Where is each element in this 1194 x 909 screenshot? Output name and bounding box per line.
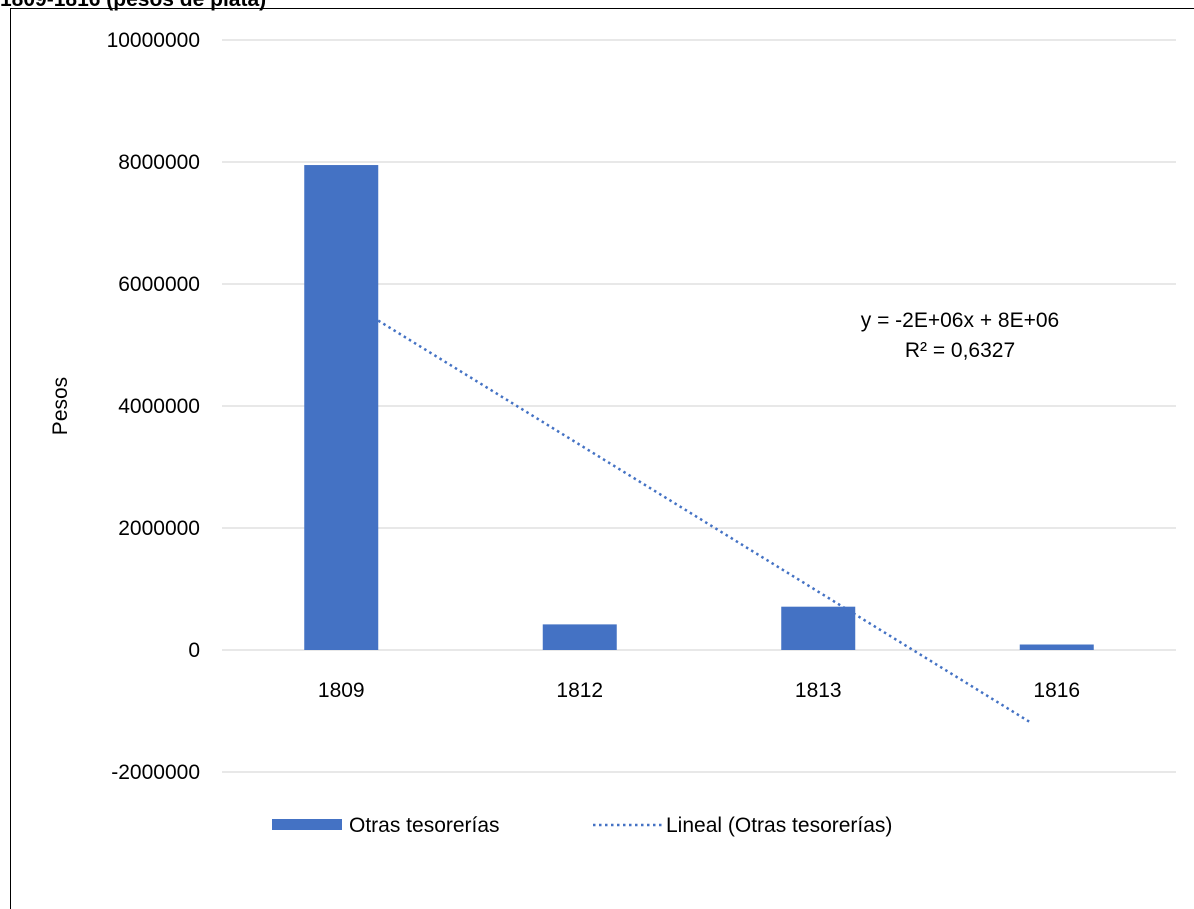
legend-label-series: Otras tesorerías xyxy=(349,814,500,837)
y-axis-label: Pesos xyxy=(49,377,72,435)
trendline-equation: y = -2E+06x + 8E+06 xyxy=(861,309,1059,332)
trendline-r2: R² = 0,6327 xyxy=(905,339,1015,362)
y-tick-label: 8000000 xyxy=(118,151,200,174)
trendline-group: y = -2E+06x + 8E+06 R² = 0,6327 xyxy=(377,309,1059,725)
gridlines xyxy=(222,39,1176,773)
x-tick-label: 1816 xyxy=(1033,679,1080,702)
x-tick-label: 1813 xyxy=(795,679,842,702)
y-tick-label: 2000000 xyxy=(118,517,200,540)
y-tick-label: -2000000 xyxy=(111,761,200,784)
y-tick-label: 10000000 xyxy=(107,29,200,52)
chart: -2000000 0 2000000 4000000 6000000 8000000 100… xyxy=(49,29,1176,837)
x-tick-labels: 1809 1812 1813 1816 xyxy=(318,679,1080,702)
legend: Otras tesorerías Lineal (Otras tesorerías… xyxy=(272,814,892,837)
y-axis-label-group: Pesos xyxy=(49,377,72,435)
y-tick-labels: -2000000 0 2000000 4000000 6000000 8000000 100… xyxy=(107,29,200,784)
bar xyxy=(781,606,856,650)
bar xyxy=(1019,644,1094,650)
y-tick-label: 4000000 xyxy=(118,395,200,418)
x-tick-label: 1812 xyxy=(556,679,603,702)
y-tick-label: 6000000 xyxy=(118,273,200,296)
legend-swatch-bar xyxy=(272,819,342,830)
trendline xyxy=(377,319,1033,725)
chart-frame xyxy=(10,8,1194,909)
legend-label-trendline: Lineal (Otras tesorerías) xyxy=(666,814,892,837)
bars xyxy=(304,165,1094,651)
x-tick-label: 1809 xyxy=(318,679,365,702)
bar xyxy=(542,624,617,650)
chart-title: 1809-1816 (pesos de plata) xyxy=(0,0,266,12)
bar xyxy=(304,165,379,651)
y-tick-label: 0 xyxy=(188,639,200,662)
